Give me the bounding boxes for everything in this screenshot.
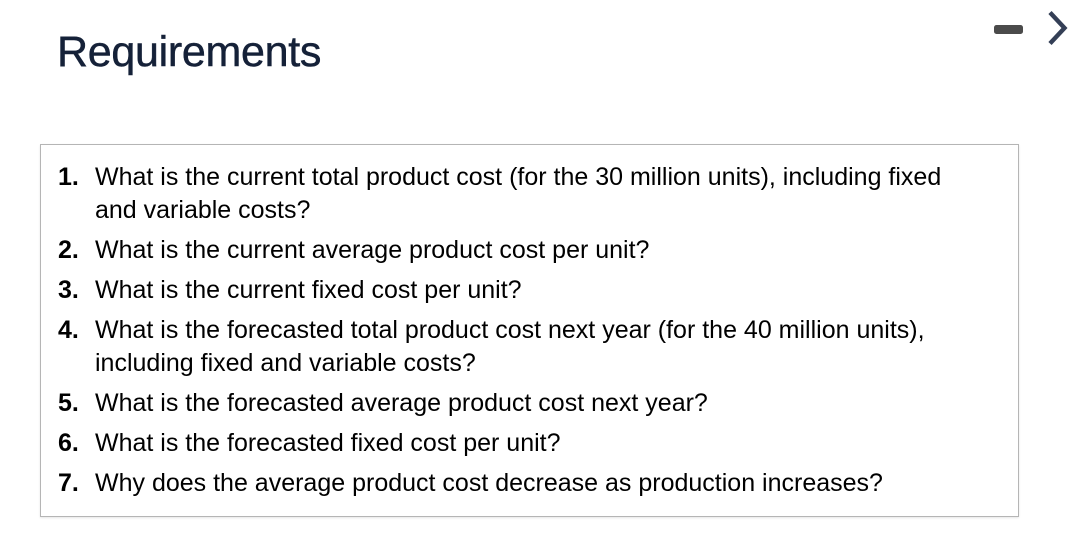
requirement-item: 2. What is the current average product co… <box>58 234 998 267</box>
chevron-right-icon <box>1048 10 1068 46</box>
requirement-item: 6. What is the forecasted fixed cost per … <box>58 427 998 460</box>
requirement-number: 3. <box>58 276 79 304</box>
requirement-text: What is the current fixed cost per unit? <box>95 276 522 304</box>
requirement-number: 4. <box>58 316 79 344</box>
requirement-item: 5. What is the forecasted average product… <box>58 387 998 420</box>
requirement-text: What is the current total product cost (… <box>95 163 942 224</box>
requirement-item: 3. What is the current fixed cost per uni… <box>58 274 998 307</box>
page-title: Requirements <box>57 28 322 76</box>
minimize-button[interactable] <box>986 16 1030 42</box>
requirement-text: Why does the average product cost decrea… <box>95 469 883 497</box>
requirement-item: 4. What is the forecasted total product c… <box>58 314 998 380</box>
requirements-list: 1. What is the current total product cost… <box>58 161 998 500</box>
requirement-number: 2. <box>58 236 79 264</box>
requirement-text: What is the forecasted average product c… <box>95 389 708 417</box>
requirement-text: What is the forecasted fixed cost per un… <box>95 429 561 457</box>
requirement-item: 1. What is the current total product cost… <box>58 161 998 227</box>
requirement-number: 6. <box>58 429 79 457</box>
requirement-number: 5. <box>58 389 79 417</box>
collapse-panel-button[interactable] <box>1042 5 1072 51</box>
requirement-item: 7. Why does the average product cost decr… <box>58 467 998 500</box>
minus-icon <box>993 24 1023 34</box>
requirements-box: 1. What is the current total product cost… <box>40 144 1019 517</box>
requirement-number: 1. <box>58 163 79 191</box>
requirement-number: 7. <box>58 469 79 497</box>
requirement-text: What is the forecasted total product cos… <box>95 316 925 377</box>
requirement-text: What is the current average product cost… <box>95 236 650 264</box>
